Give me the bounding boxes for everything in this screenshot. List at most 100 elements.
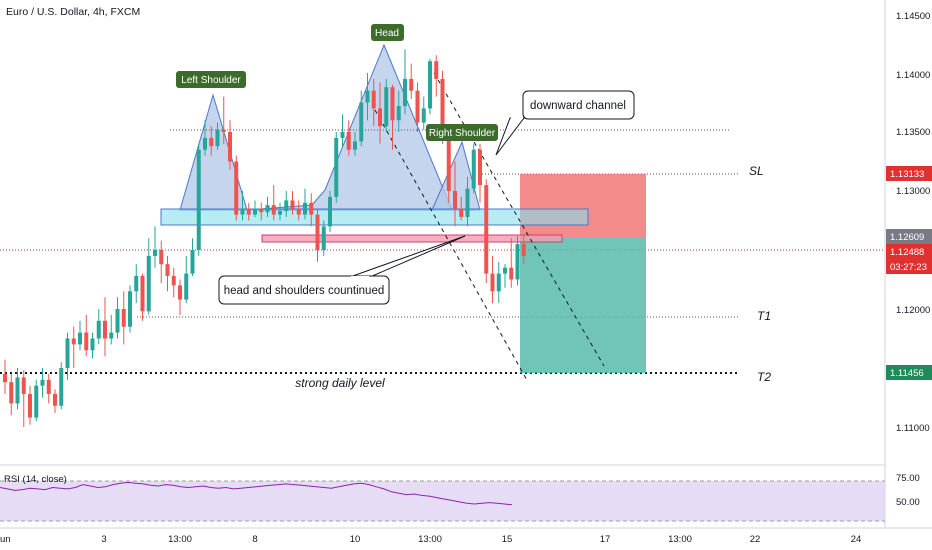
bullish-candle[interactable]	[240, 208, 245, 215]
rsi-line[interactable]	[0, 481, 513, 506]
bullish-candle[interactable]	[153, 250, 157, 256]
bullish-candle[interactable]	[190, 250, 195, 274]
bearish-candle[interactable]	[509, 267, 514, 280]
bearish-candle[interactable]	[3, 373, 7, 383]
bearish-candle[interactable]	[521, 244, 526, 256]
support-zone-cyan[interactable]	[160, 208, 589, 226]
bullish-candle[interactable]	[396, 106, 401, 121]
bullish-candle[interactable]	[503, 267, 507, 274]
bearish-candle[interactable]	[228, 132, 232, 162]
bearish-candle[interactable]	[309, 202, 314, 215]
bullish-candle[interactable]	[134, 275, 139, 292]
bearish-candle[interactable]	[259, 208, 264, 213]
bullish-candle[interactable]	[215, 129, 220, 147]
bullish-candle[interactable]	[359, 102, 364, 142]
bearish-candle[interactable]	[103, 320, 107, 339]
hs-continued-callout[interactable]: head and shoulders countinued	[218, 235, 466, 305]
bullish-candle[interactable]	[96, 320, 101, 339]
bullish-candle[interactable]	[15, 377, 20, 404]
bullish-candle[interactable]	[128, 291, 132, 327]
bullish-candle[interactable]	[196, 149, 201, 250]
bullish-candle[interactable]	[321, 226, 326, 250]
bullish-candle[interactable]	[146, 255, 151, 312]
bearish-candle[interactable]	[171, 275, 176, 286]
bearish-candle[interactable]	[9, 382, 14, 404]
bearish-candle[interactable]	[453, 191, 457, 209]
bearish-candle[interactable]	[446, 134, 451, 191]
bullish-candle[interactable]	[403, 78, 407, 107]
target-zone[interactable]	[520, 237, 646, 373]
bearish-candle[interactable]	[378, 108, 382, 127]
bullish-candle[interactable]	[428, 61, 432, 109]
bearish-candle[interactable]	[296, 208, 301, 215]
bullish-candle[interactable]	[515, 244, 520, 280]
bullish-candle[interactable]	[78, 332, 82, 345]
bearish-candle[interactable]	[71, 338, 76, 345]
bearish-candle[interactable]	[84, 332, 89, 351]
bullish-candle[interactable]	[365, 90, 370, 103]
bullish-candle[interactable]	[109, 332, 114, 339]
bullish-candle[interactable]	[496, 273, 501, 292]
bullish-candle[interactable]	[253, 208, 257, 215]
bullish-candle[interactable]	[115, 309, 120, 333]
bearish-candle[interactable]	[159, 250, 164, 265]
bullish-candle[interactable]	[465, 188, 470, 217]
bullish-candle[interactable]	[265, 205, 270, 213]
bullish-candle[interactable]	[303, 202, 307, 215]
bearish-candle[interactable]	[21, 377, 26, 394]
bearish-candle[interactable]	[484, 185, 489, 274]
bullish-candle[interactable]	[340, 132, 345, 138]
bearish-candle[interactable]	[246, 208, 251, 215]
bearish-candle[interactable]	[46, 379, 51, 394]
bullish-candle[interactable]	[184, 273, 189, 300]
bullish-candle[interactable]	[353, 141, 357, 150]
bearish-candle[interactable]	[178, 285, 182, 300]
candlestick-series[interactable]	[3, 49, 526, 427]
bearish-candle[interactable]	[140, 275, 145, 312]
breakout-zone-pink[interactable]	[261, 234, 563, 243]
bullish-candle[interactable]	[384, 87, 389, 127]
bearish-candle[interactable]	[415, 90, 420, 123]
bearish-candle[interactable]	[390, 87, 395, 121]
symbol-title[interactable]: Euro / U.S. Dollar, 4h, FXCM	[6, 6, 140, 18]
bearish-candle[interactable]	[459, 208, 464, 217]
bearish-candle[interactable]	[121, 309, 126, 327]
bullish-candle[interactable]	[278, 211, 282, 215]
bearish-candle[interactable]	[221, 129, 226, 132]
head-label[interactable]: Head	[371, 24, 404, 41]
bullish-candle[interactable]	[40, 379, 45, 386]
bullish-candle[interactable]	[471, 149, 476, 189]
bearish-candle[interactable]	[346, 132, 351, 150]
bearish-candle[interactable]	[440, 78, 445, 135]
bearish-candle[interactable]	[315, 214, 320, 250]
bearish-candle[interactable]	[234, 161, 239, 215]
bearish-candle[interactable]	[28, 393, 32, 418]
bearish-candle[interactable]	[409, 78, 414, 91]
bearish-candle[interactable]	[434, 61, 439, 79]
price-axis-pane[interactable]	[885, 0, 932, 550]
bearish-candle[interactable]	[290, 200, 295, 209]
channel-upper-line[interactable]	[429, 65, 605, 367]
bullish-candle[interactable]	[334, 137, 339, 197]
bullish-candle[interactable]	[59, 368, 64, 406]
bearish-candle[interactable]	[165, 264, 170, 276]
price-pane[interactable]	[0, 0, 885, 465]
bearish-candle[interactable]	[371, 90, 376, 109]
bearish-candle[interactable]	[209, 137, 214, 147]
bearish-candle[interactable]	[53, 393, 57, 406]
stop-loss-zone[interactable]	[520, 174, 646, 237]
time-axis[interactable]: un 3 13:00 8 10 13:00 15 17 13:00 22 24	[0, 534, 861, 545]
bullish-candle[interactable]	[284, 200, 289, 212]
bullish-candle[interactable]	[90, 338, 95, 351]
rsi-label[interactable]: RSI (14, close)	[4, 474, 67, 485]
bullish-candle[interactable]	[203, 137, 207, 150]
bearish-candle[interactable]	[490, 273, 495, 292]
bullish-candle[interactable]	[421, 108, 426, 123]
right-shoulder-label[interactable]: Right Shoulder	[426, 124, 498, 141]
bearish-candle[interactable]	[478, 149, 482, 186]
downward-channel-callout[interactable]: downward channel	[495, 90, 635, 156]
bullish-candle[interactable]	[34, 385, 39, 418]
bearish-candle[interactable]	[271, 205, 276, 215]
bullish-candle[interactable]	[65, 338, 70, 369]
